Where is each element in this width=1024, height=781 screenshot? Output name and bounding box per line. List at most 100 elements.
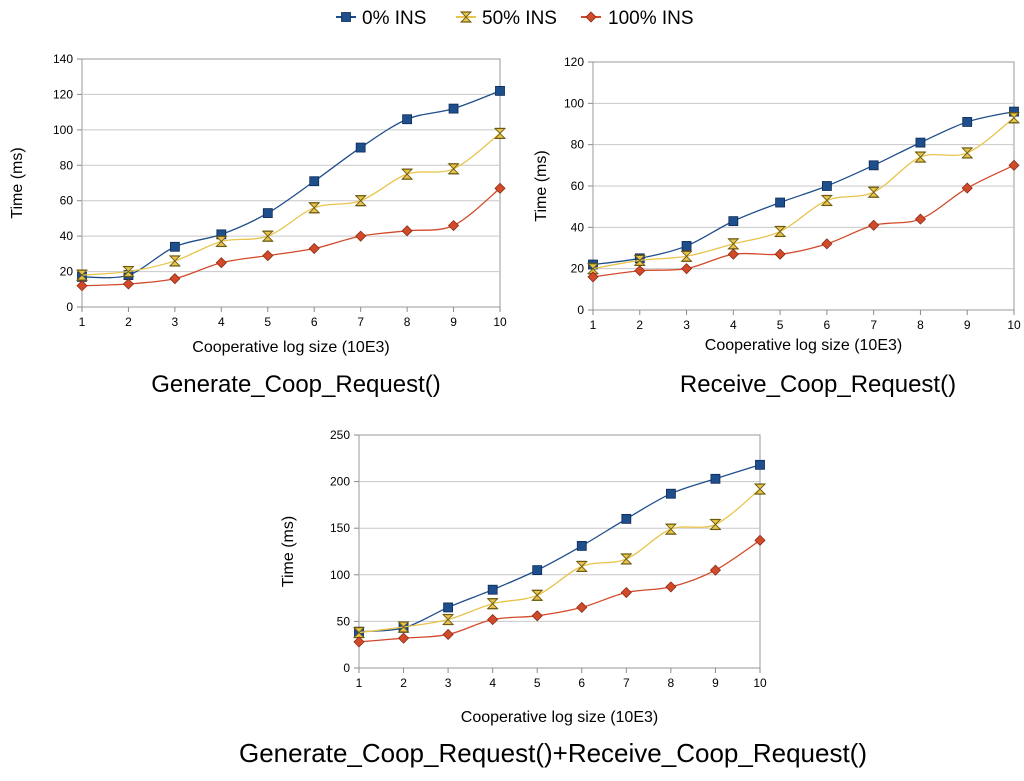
x-tick-label: 7 bbox=[870, 318, 877, 332]
data-point bbox=[262, 250, 274, 262]
data-point bbox=[355, 230, 367, 242]
legend-entry: 0% INS bbox=[336, 8, 426, 29]
chart-title: Generate_Coop_Request()+Receive_Coop_Req… bbox=[239, 738, 867, 768]
data-point bbox=[710, 473, 721, 484]
data-point bbox=[755, 459, 765, 470]
chart-panel: 0 20 40 60 80 100 120 140 1 2 3 4 5 6 7 8 9 10 Cooperative… bbox=[9, 52, 507, 398]
y-tick-label: 60 bbox=[60, 194, 74, 208]
series-line bbox=[592, 110, 1015, 266]
data-point bbox=[122, 278, 135, 290]
x-tick-label: 10 bbox=[493, 315, 507, 329]
data-point bbox=[681, 241, 692, 251]
series bbox=[75, 127, 507, 281]
data-point bbox=[868, 160, 879, 171]
y-tick-label: 250 bbox=[330, 428, 350, 442]
x-tick-label: 4 bbox=[218, 315, 225, 329]
x-tick-label: 7 bbox=[357, 315, 364, 329]
series-line bbox=[358, 539, 761, 643]
y-tick-label: 100 bbox=[564, 96, 584, 110]
data-point bbox=[961, 182, 973, 194]
data-point bbox=[487, 584, 498, 595]
data-point bbox=[821, 181, 832, 191]
y-tick-label: 120 bbox=[53, 87, 73, 101]
data-point bbox=[169, 241, 180, 252]
y-tick-label: 40 bbox=[60, 229, 74, 243]
x-tick-label: 6 bbox=[824, 318, 831, 332]
legend-entry: 50% INS bbox=[456, 8, 557, 29]
data-point bbox=[494, 182, 506, 194]
legend-label: 50% INS bbox=[482, 8, 557, 29]
x-tick-label: 5 bbox=[534, 676, 541, 690]
x-tick-label: 10 bbox=[1007, 318, 1021, 332]
series-line bbox=[592, 117, 1015, 270]
series bbox=[77, 85, 505, 282]
y-tick-label: 140 bbox=[53, 52, 73, 66]
legend-marker bbox=[585, 11, 597, 23]
x-tick-label: 5 bbox=[264, 315, 271, 329]
chart-panel: 0 50 100 150 200 250 1 2 3 4 5 6 7 8 9 10 Cooperative lo… bbox=[239, 428, 867, 768]
data-point bbox=[775, 197, 786, 208]
data-point bbox=[401, 225, 413, 237]
series-line bbox=[358, 464, 761, 633]
data-point bbox=[262, 208, 273, 219]
x-tick-label: 7 bbox=[623, 676, 630, 690]
x-tick-label: 2 bbox=[400, 676, 407, 690]
chart-panel: 0 20 40 60 80 100 120 1 2 3 4 5 6 7 8 9 10 Cooperative lo… bbox=[533, 55, 1021, 398]
data-point bbox=[665, 488, 676, 499]
data-point bbox=[447, 219, 460, 232]
chart-title: Receive_Coop_Request() bbox=[680, 371, 956, 398]
data-point bbox=[621, 513, 632, 524]
y-tick-label: 150 bbox=[330, 521, 350, 535]
series bbox=[352, 483, 767, 639]
x-tick-label: 9 bbox=[450, 315, 457, 329]
x-tick-label: 8 bbox=[668, 676, 675, 690]
data-point bbox=[665, 581, 677, 593]
y-tick-label: 80 bbox=[571, 138, 585, 152]
series-line bbox=[81, 187, 501, 287]
data-point bbox=[868, 219, 880, 231]
plot-area bbox=[81, 58, 501, 308]
x-tick-label: 3 bbox=[172, 315, 179, 329]
data-point bbox=[76, 280, 88, 292]
y-tick-label: 40 bbox=[571, 220, 585, 234]
data-point bbox=[487, 613, 499, 626]
data-point bbox=[169, 273, 181, 285]
data-point bbox=[495, 85, 505, 96]
data-point bbox=[962, 117, 973, 127]
plot-area bbox=[358, 434, 761, 669]
data-point bbox=[915, 137, 926, 148]
data-point bbox=[576, 601, 588, 613]
legend-label: 100% INS bbox=[608, 8, 694, 29]
series-line bbox=[592, 164, 1015, 278]
x-tick-label: 8 bbox=[917, 318, 924, 332]
data-point bbox=[215, 257, 227, 269]
data-point bbox=[754, 534, 766, 546]
data-point bbox=[680, 263, 693, 275]
y-tick-label: 20 bbox=[60, 265, 74, 279]
series-line bbox=[81, 90, 501, 279]
series-line bbox=[81, 132, 501, 276]
data-point bbox=[308, 242, 320, 255]
y-tick-label: 0 bbox=[577, 303, 584, 317]
y-tick-label: 0 bbox=[343, 661, 350, 675]
chart-title: Generate_Coop_Request() bbox=[151, 371, 441, 398]
data-point bbox=[914, 213, 927, 225]
series-line bbox=[358, 488, 761, 634]
x-tick-label: 2 bbox=[636, 318, 643, 332]
data-point bbox=[402, 114, 413, 125]
data-point bbox=[709, 564, 722, 576]
series bbox=[353, 534, 766, 648]
series bbox=[76, 182, 506, 292]
y-axis-label: Time (ms) bbox=[280, 516, 297, 587]
data-point bbox=[821, 238, 833, 250]
data-point bbox=[353, 636, 365, 648]
x-tick-label: 6 bbox=[578, 676, 585, 690]
x-axis-label: Cooperative log size (10E3) bbox=[705, 337, 902, 354]
y-tick-label: 60 bbox=[571, 179, 585, 193]
x-tick-label: 8 bbox=[404, 315, 411, 329]
legend: 0% INS 50% INS 100% INS bbox=[336, 8, 694, 29]
data-point bbox=[576, 541, 587, 551]
data-point bbox=[397, 632, 410, 644]
x-axis-label: Cooperative log size (10E3) bbox=[461, 709, 658, 726]
